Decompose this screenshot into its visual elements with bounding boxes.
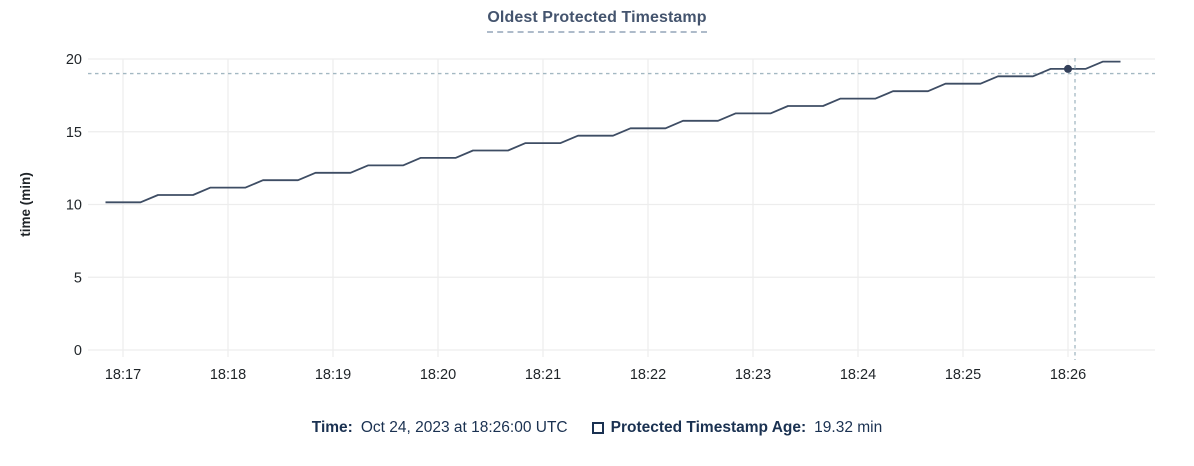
x-tick-label: 18:19	[315, 367, 351, 383]
legend-time-label: Time:	[311, 419, 353, 436]
chart-title[interactable]: Oldest Protected Timestamp	[487, 9, 707, 33]
x-tick-label: 18:18	[210, 367, 246, 383]
x-tick-label: 18:17	[105, 367, 141, 383]
legend-series-item[interactable]: Protected Timestamp Age: 19.32 min	[591, 419, 883, 437]
hover-point-dot	[1064, 64, 1072, 73]
x-tick-label: 18:25	[945, 367, 981, 383]
x-tick-label: 18:20	[420, 367, 456, 383]
x-tick-label: 18:23	[735, 367, 771, 383]
y-tick-label: 5	[74, 270, 82, 286]
chart-canvas[interactable]: 0 5 10 15 20 18:17 18:18 18:19 18:20 18:21 18:22 18…	[0, 38, 1194, 400]
y-tick-label: 20	[66, 52, 82, 68]
chart-legend: Time: Oct 24, 2023 at 18:26:00 UTC Prote…	[0, 419, 1194, 437]
series-line	[105, 60, 1121, 204]
y-tick-label: 0	[74, 343, 82, 359]
legend-series-label: Protected Timestamp Age:	[610, 419, 807, 436]
legend-time-value: Oct 24, 2023 at 18:26:00 UTC	[360, 419, 568, 436]
legend-time-group: Time: Oct 24, 2023 at 18:26:00 UTC	[312, 419, 568, 437]
series-checkbox-icon[interactable]	[591, 422, 604, 434]
x-tick-label: 18:21	[525, 367, 561, 383]
chart-title-row: Oldest Protected Timestamp	[0, 9, 1194, 33]
y-tick-label: 15	[66, 125, 82, 141]
y-tick-label: 10	[66, 198, 82, 214]
legend-series-value: 19.32 min	[814, 419, 883, 436]
x-tick-label: 18:22	[630, 367, 666, 383]
line-chart[interactable]: 0 5 10 15 20 18:17 18:18 18:19 18:20 18:21 18:22 18…	[0, 38, 1194, 400]
x-tick-label: 18:24	[840, 367, 876, 383]
y-axis-title: time (min)	[18, 172, 33, 237]
x-tick-label: 18:26	[1050, 367, 1086, 383]
